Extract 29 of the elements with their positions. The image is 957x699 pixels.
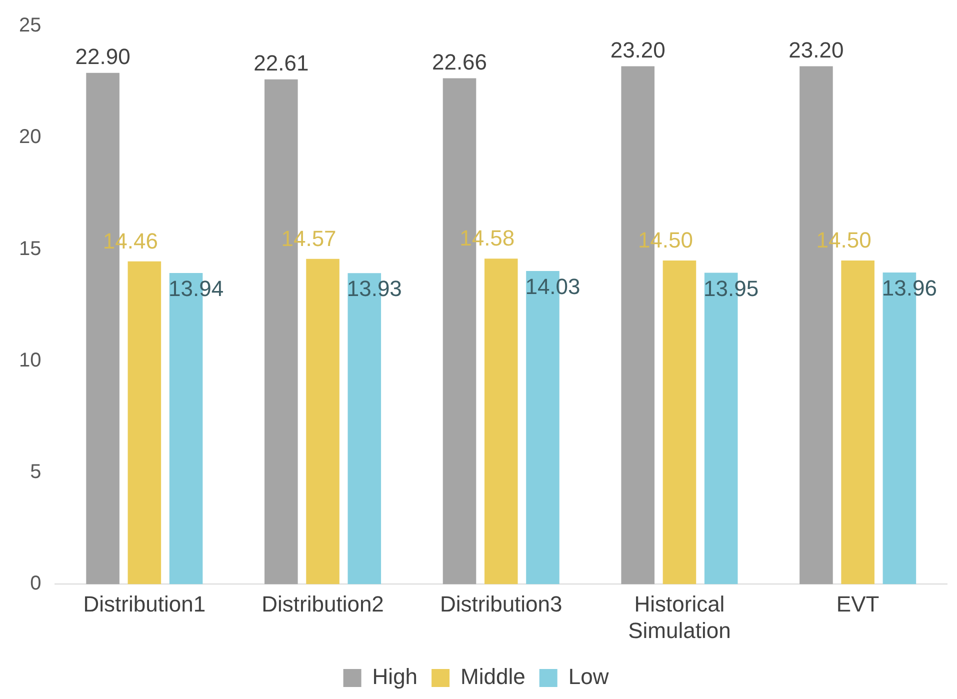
data-label: 14.50	[816, 228, 872, 253]
bar	[306, 258, 340, 584]
y-tick-label: 0	[30, 572, 42, 595]
data-label: 22.61	[254, 50, 309, 76]
legend-label: Low	[568, 664, 609, 690]
x-tick-label: Distribution1	[83, 591, 206, 616]
bar	[128, 261, 162, 584]
bar	[662, 260, 696, 584]
data-label: 14.46	[102, 228, 158, 254]
y-tick-label: 25	[18, 14, 42, 37]
y-tick-label: 10	[18, 349, 42, 372]
legend-label: High	[372, 664, 418, 690]
y-tick-label: 20	[18, 126, 42, 148]
data-label: 23.20	[610, 37, 666, 62]
data-label: 14.57	[281, 226, 336, 251]
bar	[484, 258, 518, 584]
y-tick-label: 15	[18, 238, 42, 260]
x-tick-label: EVT	[836, 591, 880, 616]
data-label: 14.50	[638, 228, 694, 253]
y-tick-label: 5	[30, 461, 42, 484]
legend-label: Middle	[460, 664, 526, 690]
x-tick-label: Historical Simulation	[628, 591, 731, 643]
x-tick-label: Distribution3	[440, 591, 562, 616]
data-label: 23.20	[788, 37, 844, 62]
data-label: 14.58	[460, 226, 515, 251]
data-label: 22.66	[432, 49, 488, 74]
data-label: 22.90	[75, 44, 130, 69]
x-tick-label: Distribution2	[262, 591, 384, 616]
bar	[841, 260, 874, 584]
